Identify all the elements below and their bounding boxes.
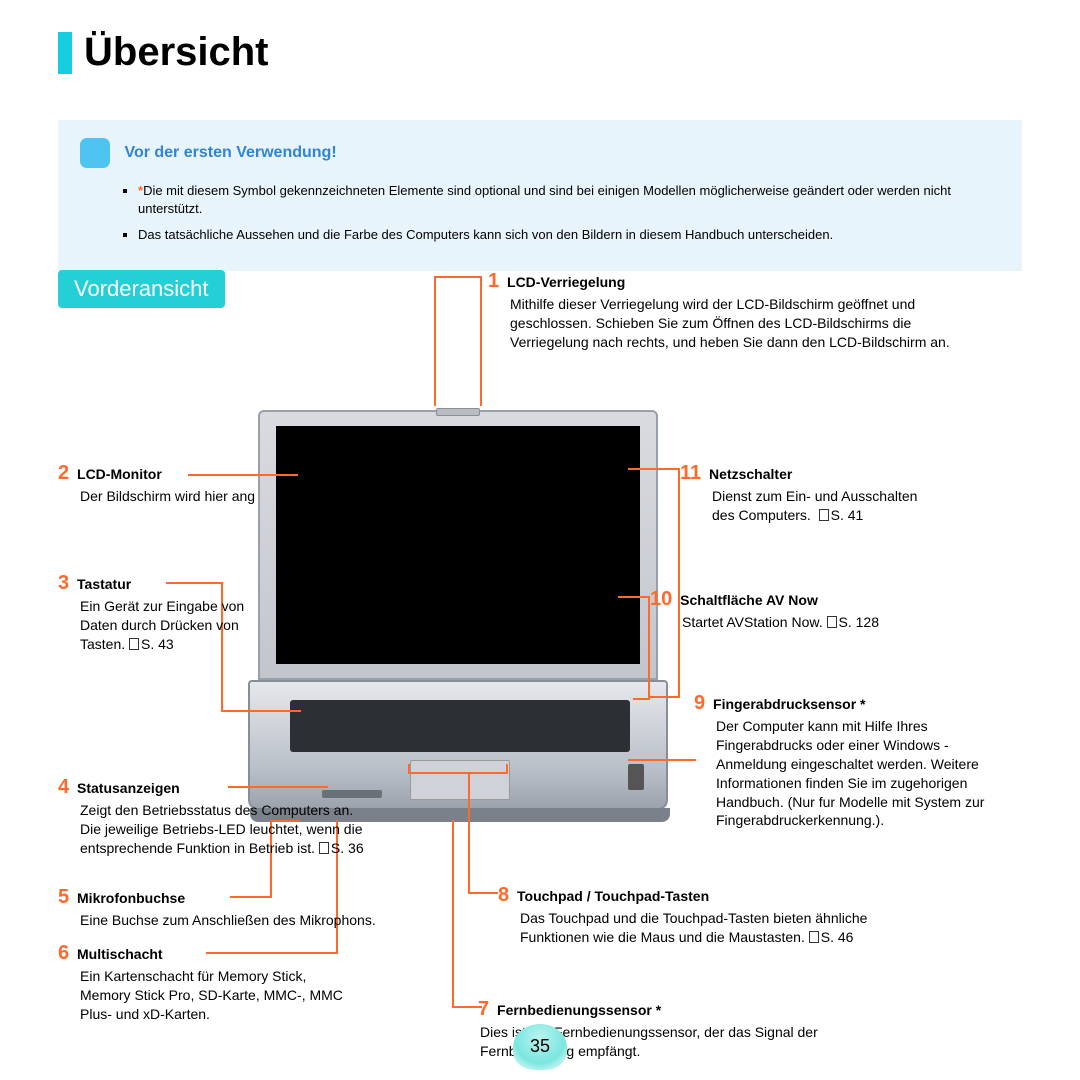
pageref-icon bbox=[809, 931, 819, 943]
page-number: 35 bbox=[513, 1024, 567, 1070]
notice-list: *Die mit diesem Symbol gekennzeichneten … bbox=[138, 182, 1000, 245]
callout-number: 10 bbox=[650, 588, 672, 610]
callout-2: 2 LCD-Monitor Der Bildschirm wird hier a… bbox=[58, 460, 268, 506]
callout-4: 4 Statusanzeigen Zeigt den Betriebsstatu… bbox=[58, 774, 368, 858]
callout-title: Touchpad / Touchpad-Tasten bbox=[517, 888, 709, 904]
callout-title: Netzschalter bbox=[709, 466, 792, 482]
callout-ref: S. 43 bbox=[141, 636, 174, 652]
callout-body: Mithilfe dieser Verriegelung wird der LC… bbox=[510, 296, 950, 350]
laptop-latch bbox=[436, 408, 480, 416]
notice-box: Vor der ersten Verwendung! *Die mit dies… bbox=[58, 120, 1022, 271]
leader-line bbox=[633, 698, 650, 700]
notice-item: Das tatsächliche Aussehen und die Farbe … bbox=[138, 226, 1000, 244]
callout-body: Dienst zum Ein- und Ausschalten des Comp… bbox=[712, 488, 917, 523]
callout-body: Ein Kartenschacht für Memory Stick, Memo… bbox=[80, 968, 343, 1022]
callout-title: LCD-Monitor bbox=[77, 466, 162, 482]
leader-line bbox=[468, 774, 470, 892]
leader-line bbox=[452, 820, 454, 1008]
callout-number: 1 bbox=[488, 270, 499, 292]
callout-title: Mikrofonbuchse bbox=[77, 890, 185, 906]
callout-number: 11 bbox=[680, 462, 701, 484]
callout-number: 6 bbox=[58, 942, 69, 964]
callout-number: 5 bbox=[58, 886, 69, 908]
callout-11: 11 Netzschalter Dienst zum Ein- und Auss… bbox=[680, 460, 940, 525]
callout-body: Der Bildschirm wird hier ang bbox=[80, 488, 255, 504]
callout-title: LCD-Verriegelung bbox=[507, 274, 625, 290]
leader-line bbox=[628, 759, 696, 761]
leader-line bbox=[221, 710, 301, 712]
callout-title: Statusanzeigen bbox=[77, 780, 180, 796]
notice-item-text: Die mit diesem Symbol gekennzeichneten E… bbox=[138, 183, 951, 216]
callout-title: Tastatur bbox=[77, 576, 131, 592]
callout-number: 4 bbox=[58, 776, 69, 798]
callout-1: 1 LCD-Verriegelung Mithilfe dieser Verri… bbox=[488, 268, 988, 352]
notice-icon bbox=[80, 138, 110, 168]
callout-number: 2 bbox=[58, 462, 69, 484]
callout-title: Schaltfläche AV Now bbox=[680, 592, 818, 608]
page-title: Übersicht bbox=[84, 30, 269, 75]
callout-8: 8 Touchpad / Touchpad-Tasten Das Touchpa… bbox=[498, 882, 868, 947]
callout-9: 9 Fingerabdrucksensor * Der Computer kan… bbox=[694, 690, 1014, 830]
callout-number: 3 bbox=[58, 572, 69, 594]
callout-ref: S. 46 bbox=[821, 929, 854, 945]
callout-ref: S. 36 bbox=[331, 840, 364, 856]
laptop-illustration bbox=[258, 410, 658, 810]
diagram-area: 1 LCD-Verriegelung Mithilfe dieser Verri… bbox=[58, 260, 1022, 1020]
callout-body: Der Computer kann mit Hilfe Ihres Finger… bbox=[716, 718, 984, 828]
callout-body: Startet AVStation Now. bbox=[682, 614, 823, 630]
callout-number: 8 bbox=[498, 884, 509, 906]
callout-title: Multischacht bbox=[77, 946, 163, 962]
laptop-screen bbox=[276, 426, 640, 664]
callout-body: Eine Buchse zum Anschließen des Mikropho… bbox=[80, 912, 376, 928]
callout-number: 9 bbox=[694, 692, 705, 714]
callout-10: 10 Schaltfläche AV Now Startet AVStation… bbox=[650, 586, 950, 632]
leader-line bbox=[434, 276, 482, 406]
leader-line bbox=[628, 468, 678, 470]
notice-item-text: Das tatsächliche Aussehen und die Farbe … bbox=[138, 227, 833, 242]
laptop-fingerprint bbox=[628, 764, 644, 790]
title-accent-bar bbox=[58, 32, 72, 74]
pageref-icon bbox=[827, 616, 837, 628]
leader-line bbox=[648, 696, 678, 698]
leader-line bbox=[618, 596, 648, 598]
notice-heading: Vor der ersten Verwendung! bbox=[124, 144, 336, 162]
callout-title: Fingerabdrucksensor * bbox=[713, 696, 866, 712]
leader-line bbox=[468, 892, 498, 894]
callout-ref: S. 128 bbox=[839, 614, 879, 630]
callout-number: 7 bbox=[478, 998, 489, 1020]
callout-6: 6 Multischacht Ein Kartenschacht für Mem… bbox=[58, 940, 358, 1024]
notice-item: *Die mit diesem Symbol gekennzeichneten … bbox=[138, 182, 1000, 218]
callout-5: 5 Mikrofonbuchse Eine Buchse zum Anschli… bbox=[58, 884, 438, 930]
callout-title: Fernbedienungssensor * bbox=[497, 1002, 661, 1018]
leader-line bbox=[408, 764, 508, 774]
laptop-keyboard bbox=[290, 700, 630, 752]
page-title-row: Übersicht bbox=[58, 30, 269, 75]
pageref-icon bbox=[819, 509, 829, 521]
pageref-icon bbox=[319, 842, 329, 854]
callout-ref: S. 41 bbox=[831, 507, 864, 523]
callout-3: 3 Tastatur Ein Gerät zur Eingabe von Dat… bbox=[58, 570, 258, 654]
laptop-lid bbox=[258, 410, 658, 680]
pageref-icon bbox=[129, 638, 139, 650]
